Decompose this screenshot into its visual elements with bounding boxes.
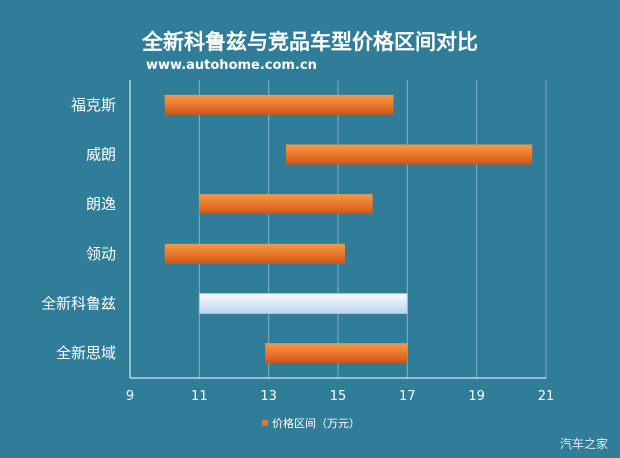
range-bar [286, 144, 533, 165]
chart-title: 全新科鲁兹与竞品车型价格区间对比 [142, 30, 478, 54]
category-label: 全新科鲁兹 [41, 295, 116, 313]
chart-legend: 价格区间（万元） [262, 415, 360, 431]
range-bar [199, 194, 373, 215]
category-label: 福克斯 [71, 96, 116, 114]
x-tick-label: 13 [260, 389, 277, 404]
x-tick-label: 19 [468, 389, 485, 404]
x-tick-label: 9 [126, 389, 134, 404]
category-label: 领动 [86, 245, 116, 263]
category-label: 威朗 [86, 146, 116, 164]
category-label: 全新思域 [56, 344, 116, 362]
legend-swatch [262, 420, 268, 426]
chart-subtitle: www.autohome.com.cn [146, 58, 317, 73]
x-tick-label: 17 [399, 389, 416, 404]
range-bar [164, 94, 394, 115]
range-bar [164, 243, 345, 264]
category-label: 朗逸 [86, 195, 116, 213]
range-bar [265, 343, 408, 364]
legend-label: 价格区间（万元） [272, 417, 360, 430]
x-tick-label: 11 [191, 389, 208, 404]
watermark-text: 汽车之家 [559, 437, 608, 451]
x-tick-label: 15 [330, 389, 347, 404]
highlight-bar [198, 293, 408, 314]
x-tick-label: 21 [538, 389, 555, 404]
